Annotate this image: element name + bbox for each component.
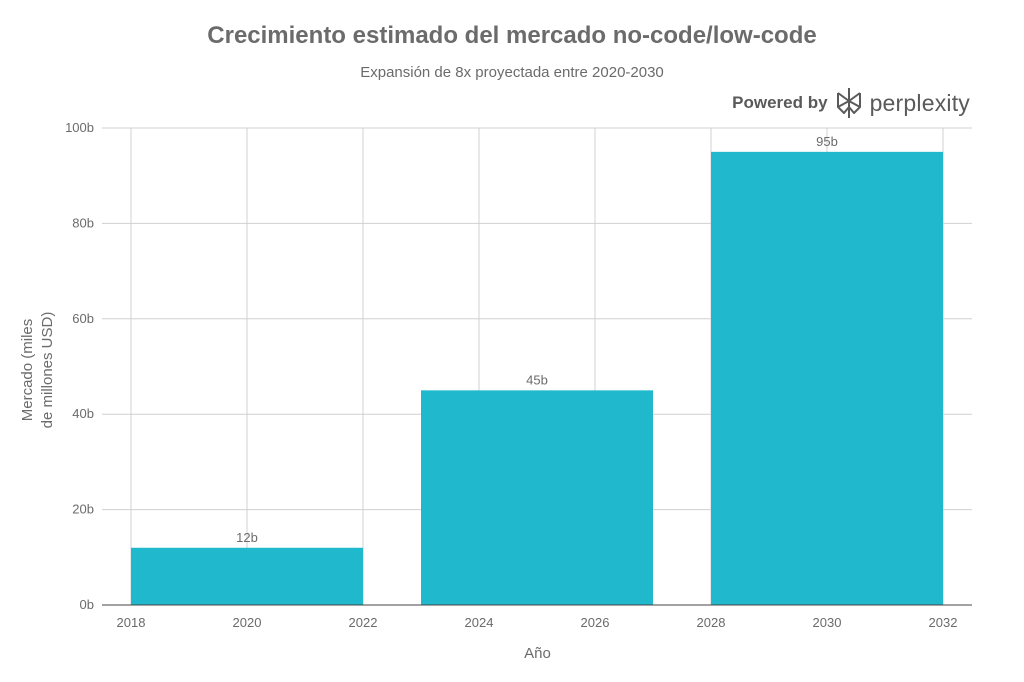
y-tick-label: 80b: [72, 215, 94, 230]
y-tick-label: 60b: [72, 311, 94, 326]
bar: [421, 390, 653, 605]
x-tick-label: 2022: [349, 615, 378, 630]
perplexity-wordmark: perplexity: [869, 89, 970, 116]
x-tick-label: 2028: [697, 615, 726, 630]
x-tick-label: 2024: [465, 615, 494, 630]
y-tick-label: 40b: [72, 406, 94, 421]
powered-by-branding: Powered by perplexity: [732, 86, 970, 120]
y-axis-title-wrap: Mercado (miles de millones USD): [8, 285, 68, 455]
chart-labels: 12b 45b 95b 2018 2020 2022 2024 2026 2028 2030 203…: [65, 120, 957, 630]
bar-data-label: 45b: [526, 372, 548, 387]
x-tick-label: 2030: [813, 615, 842, 630]
bar: [711, 151, 943, 605]
bar-data-label: 95b: [816, 134, 838, 149]
powered-by-text: Powered by: [732, 93, 828, 112]
chart-title: Crecimiento estimado del mercado no-code…: [207, 22, 817, 49]
x-tick-label: 2020: [233, 615, 262, 630]
perplexity-logo-icon: [836, 87, 862, 119]
chart-bars: [131, 151, 943, 605]
bar-data-label: 12b: [236, 530, 258, 545]
y-tick-label: 20b: [72, 502, 94, 517]
y-tick-label: 0b: [80, 597, 94, 612]
y-axis-title-line-2: de millones USD): [39, 311, 56, 429]
y-axis-title-line-1: Mercado (miles: [19, 318, 36, 422]
chart-subtitle: Expansión de 8x proyectada entre 2020-20…: [360, 64, 664, 81]
x-tick-label: 2018: [117, 615, 146, 630]
y-axis-title: Mercado (miles de millones USD): [18, 312, 58, 429]
x-tick-label: 2032: [929, 615, 958, 630]
bar: [131, 547, 363, 605]
x-tick-label: 2026: [581, 615, 610, 630]
y-tick-label: 100b: [65, 120, 94, 135]
x-axis-title: Año: [524, 645, 551, 662]
